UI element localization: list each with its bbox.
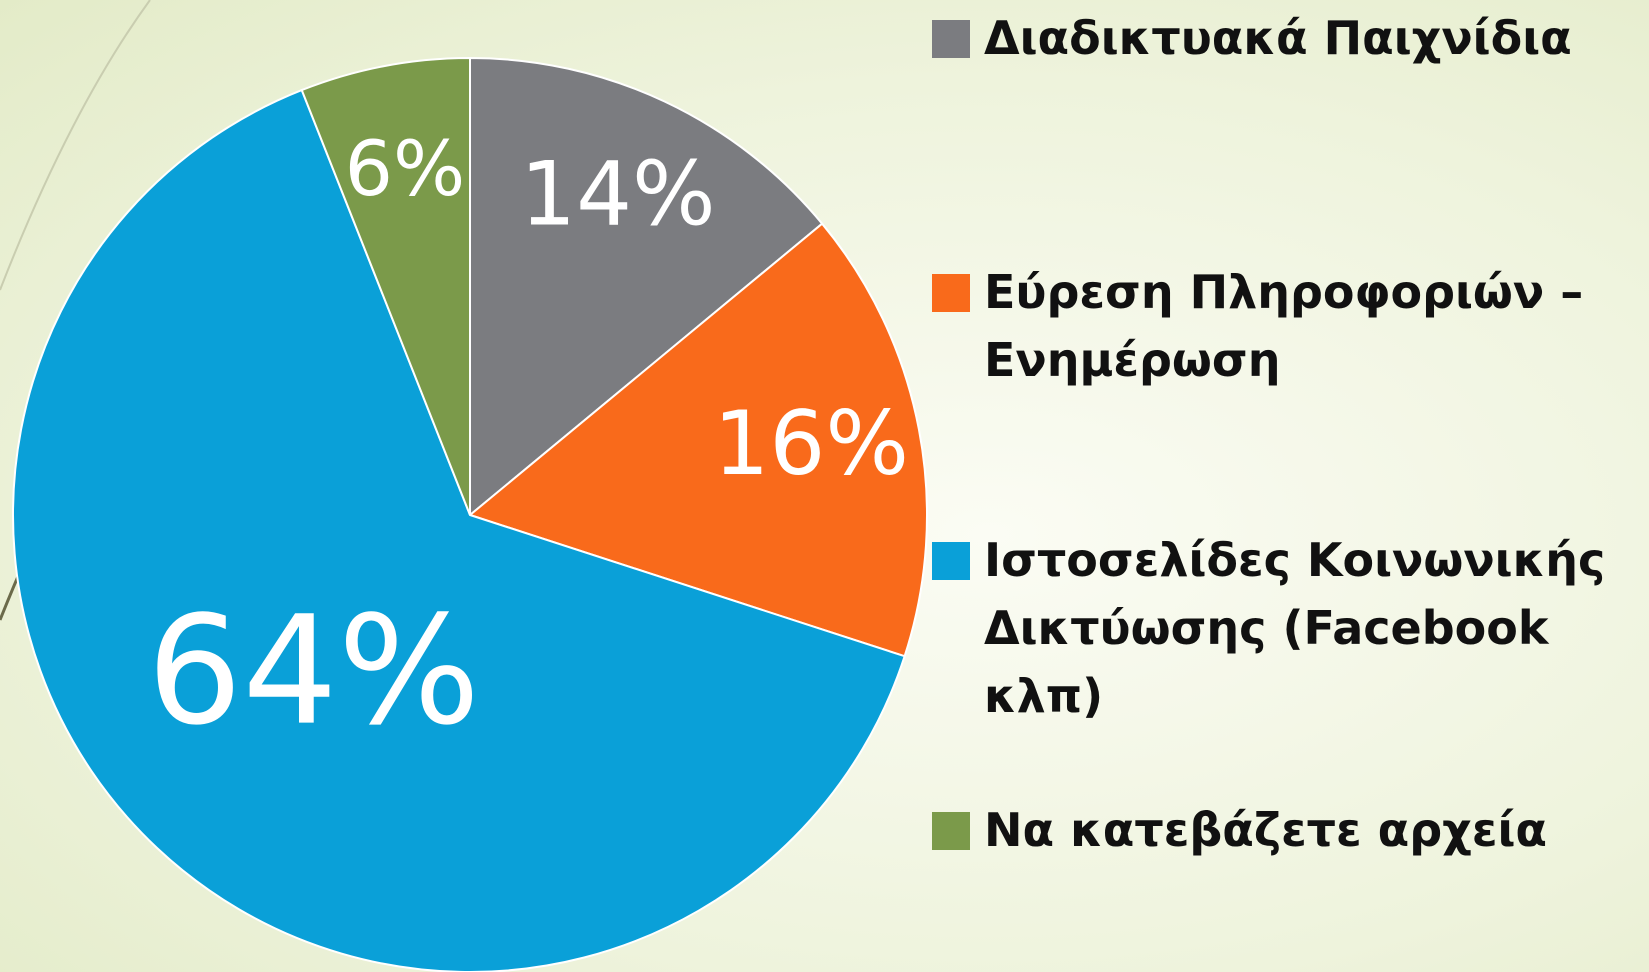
pie-slice	[12, 88, 906, 972]
pie-slice	[469, 56, 824, 518]
pie-slice	[467, 222, 928, 658]
legend-swatch	[932, 542, 970, 580]
data-label: 14%	[520, 143, 716, 246]
legend-item: Να κατεβάζετε αρχεία	[932, 796, 1632, 864]
legend-label: Ιστοσελίδες Κοινωνικής Δικτύωσης (Facebo…	[984, 533, 1606, 723]
legend-swatch	[932, 812, 970, 850]
legend-item: Εύρεση Πληροφοριών – Ενημέρωση	[932, 258, 1632, 394]
data-label: 64%	[147, 585, 480, 759]
legend-item: Διαδικτυακά Παιχνίδια	[932, 4, 1632, 72]
data-label: 6%	[345, 124, 466, 213]
data-label: 16%	[713, 392, 909, 495]
legend-label: Εύρεση Πληροφοριών – Ενημέρωση	[984, 265, 1584, 387]
legend-swatch	[932, 274, 970, 312]
legend-swatch	[932, 20, 970, 58]
legend-label: Διαδικτυακά Παιχνίδια	[984, 11, 1572, 65]
legend-item: Ιστοσελίδες Κοινωνικής Δικτύωσης (Facebo…	[932, 526, 1632, 730]
pie-slice	[300, 56, 471, 516]
decor-line	[0, 0, 151, 291]
legend-label: Να κατεβάζετε αρχεία	[984, 803, 1547, 857]
